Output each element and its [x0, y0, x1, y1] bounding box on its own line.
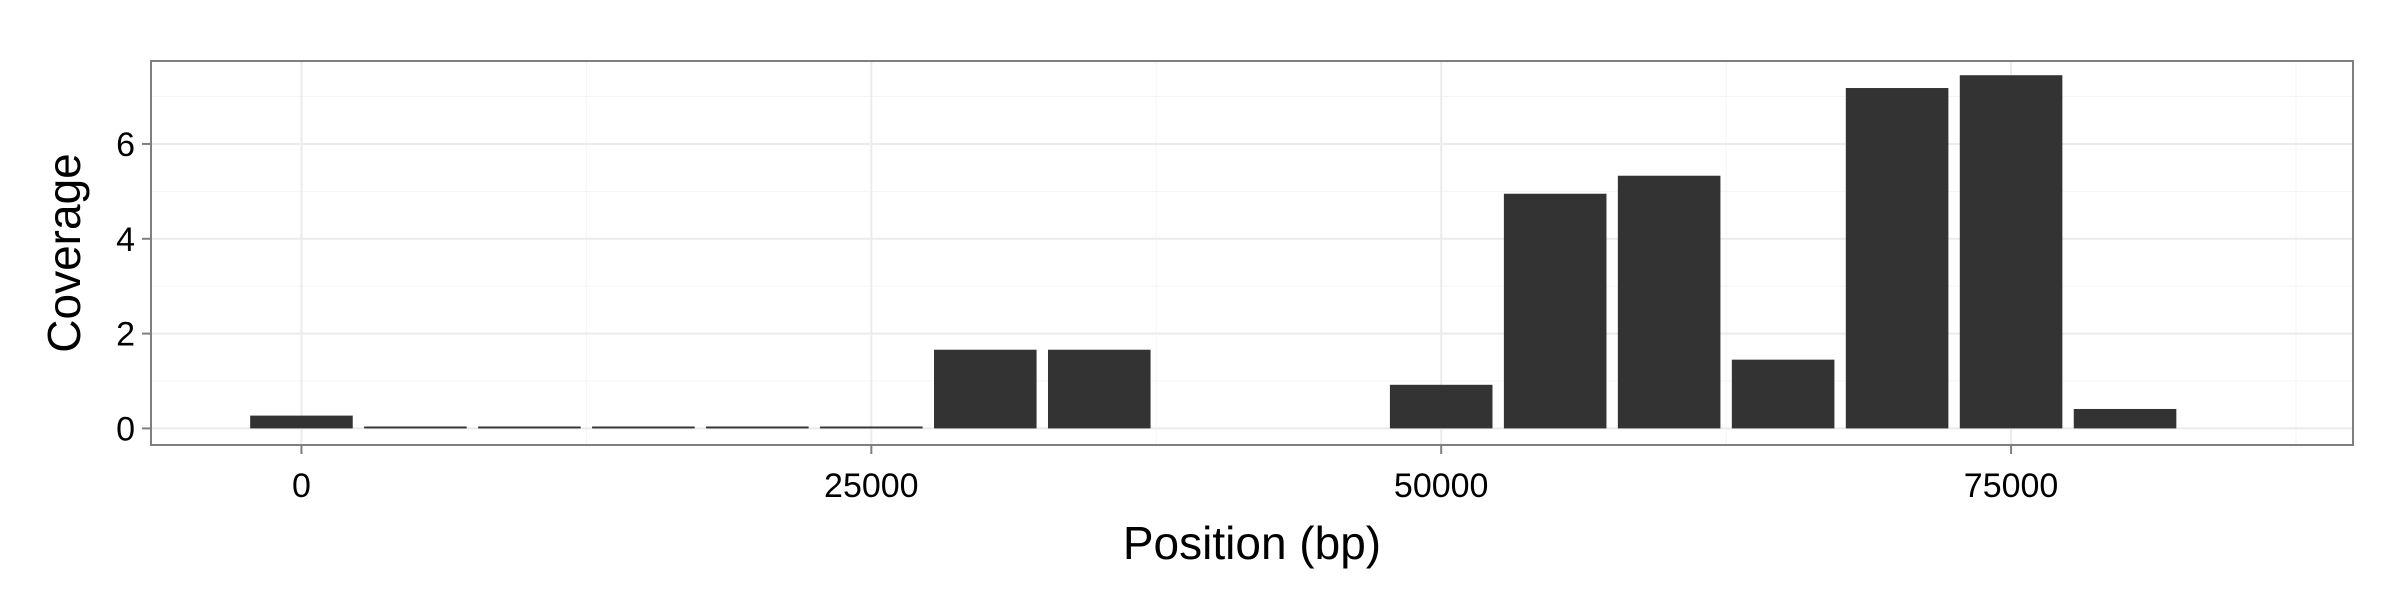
bar	[1959, 75, 2063, 429]
x-tick-label: 50000	[1394, 467, 1489, 505]
bar	[2073, 408, 2177, 429]
bar	[592, 426, 695, 429]
y-axis-tick-labels: 0 2 4 6	[116, 126, 135, 448]
x-tick-label: 0	[292, 467, 311, 505]
bar	[706, 426, 809, 429]
bar	[820, 426, 923, 429]
bar	[1047, 349, 1151, 429]
x-axis-title: Position (bp)	[1123, 517, 1381, 569]
bar	[934, 349, 1037, 429]
plot-panel-border	[150, 60, 2354, 446]
y-axis-title: Coverage	[38, 153, 90, 352]
axis-ticks	[142, 142, 2013, 454]
bar	[364, 426, 467, 429]
bar	[1617, 175, 1721, 429]
x-axis-tick-labels: 0 25000 50000 75000	[292, 467, 2058, 505]
bar	[1845, 88, 1949, 429]
x-tick-label: 25000	[824, 467, 919, 505]
x-tick-label: 75000	[1964, 467, 2059, 505]
bar	[1389, 384, 1493, 429]
y-tick-label: 2	[116, 316, 135, 354]
y-tick-label: 4	[116, 221, 135, 259]
bar	[478, 426, 581, 429]
y-tick-label: 6	[116, 126, 135, 164]
bar	[250, 415, 353, 429]
y-tick-label: 0	[116, 410, 135, 448]
bar	[1731, 359, 1835, 429]
bars	[250, 75, 2177, 429]
bar	[1503, 193, 1607, 429]
